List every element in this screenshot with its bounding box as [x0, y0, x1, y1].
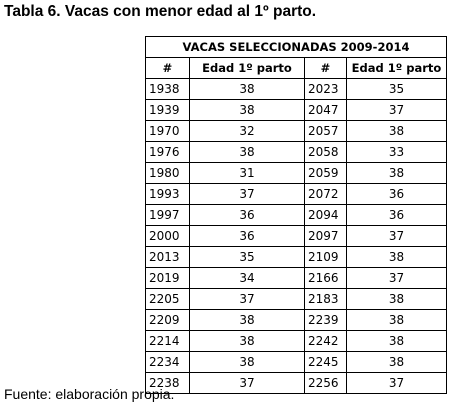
column-header-id-1: # — [145, 57, 190, 79]
cow-id-cell: 1976 — [145, 141, 190, 163]
first-calving-age-cell: 38 — [346, 162, 447, 184]
cow-id-cell: 2097 — [304, 225, 347, 247]
cow-id-cell: 2019 — [145, 267, 190, 289]
first-calving-age-cell: 38 — [346, 309, 447, 331]
table-row: 2238 37 2256 37 — [145, 372, 447, 394]
table-header-row: # Edad 1º parto # Edad 1º parto — [145, 57, 447, 79]
cow-id-cell: 1938 — [145, 78, 190, 100]
first-calving-age-cell: 37 — [346, 372, 447, 394]
cow-id-cell: 2238 — [145, 372, 190, 394]
first-calving-age-cell: 36 — [346, 183, 447, 205]
first-calving-age-cell: 38 — [189, 330, 305, 352]
first-calving-age-cell: 37 — [189, 372, 305, 394]
cow-id-cell: 1997 — [145, 204, 190, 226]
table-row: 2214 38 2242 38 — [145, 330, 447, 352]
cow-id-cell: 2209 — [145, 309, 190, 331]
table-row: 1976 38 2058 33 — [145, 141, 447, 163]
cow-id-cell: 1970 — [145, 120, 190, 142]
cow-id-cell: 2205 — [145, 288, 190, 310]
first-calving-age-cell: 38 — [189, 309, 305, 331]
first-calving-age-cell: 38 — [346, 120, 447, 142]
cow-id-cell: 2242 — [304, 330, 347, 352]
table-row: 2000 36 2097 37 — [145, 225, 447, 247]
column-header-id-2: # — [304, 57, 347, 79]
table-row: 2019 34 2166 37 — [145, 267, 447, 289]
cow-id-cell: 2000 — [145, 225, 190, 247]
table-title: Tabla 6. Vacas con menor edad al 1º part… — [4, 3, 317, 20]
first-calving-age-cell: 36 — [346, 204, 447, 226]
first-calving-age-cell: 37 — [346, 99, 447, 121]
first-calving-age-cell: 35 — [346, 78, 447, 100]
first-calving-age-cell: 38 — [189, 351, 305, 373]
cow-id-cell: 2245 — [304, 351, 347, 373]
first-calving-age-cell: 37 — [346, 267, 447, 289]
table-row: 2209 38 2239 38 — [145, 309, 447, 331]
cow-id-cell: 1939 — [145, 99, 190, 121]
first-calving-age-cell: 38 — [346, 246, 447, 268]
source-note: Fuente: elaboración propia. — [4, 386, 175, 402]
cow-id-cell: 2047 — [304, 99, 347, 121]
first-calving-age-cell: 37 — [189, 183, 305, 205]
cow-id-cell: 2109 — [304, 246, 347, 268]
table-row: 1980 31 2059 38 — [145, 162, 447, 184]
cow-id-cell: 2023 — [304, 78, 347, 100]
column-header-age-1: Edad 1º parto — [189, 57, 305, 79]
table-row: 1997 36 2094 36 — [145, 204, 447, 226]
table-row: 1970 32 2057 38 — [145, 120, 447, 142]
first-calving-age-cell: 34 — [189, 267, 305, 289]
cow-id-cell: 2013 — [145, 246, 190, 268]
table-caption: VACAS SELECCIONADAS 2009-2014 — [145, 36, 447, 58]
first-calving-age-cell: 37 — [189, 288, 305, 310]
cow-id-cell: 2234 — [145, 351, 190, 373]
first-calving-age-cell: 38 — [346, 330, 447, 352]
cow-id-cell: 2214 — [145, 330, 190, 352]
cow-id-cell: 2256 — [304, 372, 347, 394]
table-row: 2013 35 2109 38 — [145, 246, 447, 268]
table-row: 2205 37 2183 38 — [145, 288, 447, 310]
cow-id-cell: 2058 — [304, 141, 347, 163]
first-calving-age-cell: 36 — [189, 225, 305, 247]
cow-id-cell: 2239 — [304, 309, 347, 331]
cow-id-cell: 2166 — [304, 267, 347, 289]
selected-cows-table: VACAS SELECCIONADAS 2009-2014 # Edad 1º … — [145, 36, 447, 394]
table-row: 1993 37 2072 36 — [145, 183, 447, 205]
cow-id-cell: 2094 — [304, 204, 347, 226]
first-calving-age-cell: 31 — [189, 162, 305, 184]
first-calving-age-cell: 33 — [346, 141, 447, 163]
first-calving-age-cell: 38 — [189, 78, 305, 100]
first-calving-age-cell: 38 — [189, 141, 305, 163]
table-row: 1939 38 2047 37 — [145, 99, 447, 121]
first-calving-age-cell: 36 — [189, 204, 305, 226]
first-calving-age-cell: 32 — [189, 120, 305, 142]
first-calving-age-cell: 38 — [346, 351, 447, 373]
cow-id-cell: 2057 — [304, 120, 347, 142]
cow-id-cell: 1980 — [145, 162, 190, 184]
cow-id-cell: 2183 — [304, 288, 347, 310]
table-row: 2234 38 2245 38 — [145, 351, 447, 373]
first-calving-age-cell: 37 — [346, 225, 447, 247]
column-header-age-2: Edad 1º parto — [346, 57, 447, 79]
cow-id-cell: 1993 — [145, 183, 190, 205]
first-calving-age-cell: 38 — [346, 288, 447, 310]
cow-id-cell: 2072 — [304, 183, 347, 205]
table-row: 1938 38 2023 35 — [145, 78, 447, 100]
cow-id-cell: 2059 — [304, 162, 347, 184]
first-calving-age-cell: 38 — [189, 99, 305, 121]
first-calving-age-cell: 35 — [189, 246, 305, 268]
